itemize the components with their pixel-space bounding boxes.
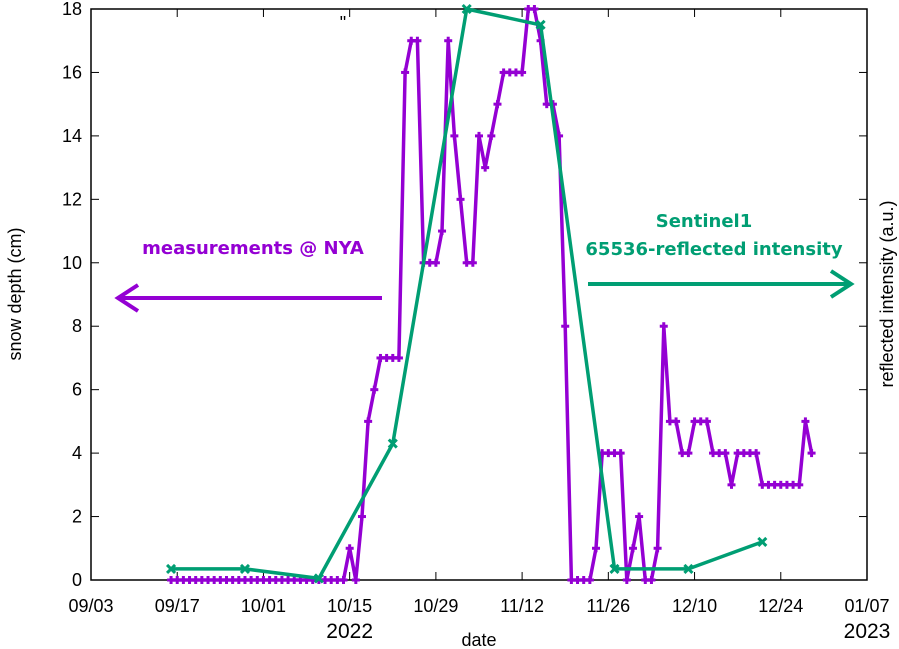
data-point [444, 36, 453, 45]
data-point [431, 258, 440, 267]
x-tick-label: 01/07 [844, 596, 889, 616]
data-point [795, 480, 804, 489]
left-arrow [114, 283, 382, 313]
year-label: 2023 [844, 620, 891, 643]
x-tick-label: 11/12 [500, 596, 544, 616]
data-point [487, 131, 496, 140]
data-point [585, 576, 594, 584]
data-point [413, 36, 422, 45]
data-point [592, 544, 601, 553]
data-point [351, 576, 360, 584]
sentinel-annotation-line2: 65536-reflected intensity [585, 239, 842, 260]
data-point [438, 227, 447, 236]
data-point [653, 544, 662, 553]
right-arrow [588, 269, 855, 299]
y-tick-label: 4 [72, 443, 82, 463]
data-point [456, 195, 465, 204]
data-point [468, 258, 477, 267]
data-point [647, 576, 656, 584]
data-point [530, 5, 539, 13]
x-axis: 09/03 09/17 10/01 10/15 10/29 11/12 11/26 12/10… [68, 9, 890, 643]
data-point [659, 322, 668, 331]
data-point [475, 131, 483, 140]
data-point [370, 385, 379, 394]
data-point [357, 512, 366, 521]
x-tick-label: 11/26 [586, 596, 630, 616]
data-point [493, 100, 502, 109]
data-point [801, 417, 810, 426]
y-tick-label: 14 [62, 126, 82, 146]
data-point [702, 417, 711, 426]
data-point [239, 563, 251, 574]
year-label: 2022 [326, 620, 373, 643]
series-line-0 [171, 7, 814, 582]
data-point [684, 449, 693, 458]
data-point [616, 449, 625, 458]
x-tick-label: 10/29 [413, 596, 458, 616]
x-tick-label: 12/10 [672, 596, 717, 616]
data-point [561, 322, 570, 331]
data-point [628, 544, 637, 553]
data-point [727, 480, 736, 489]
data-point [313, 573, 324, 584]
x-tick-label: 10/01 [241, 596, 286, 616]
data-point [461, 3, 472, 15]
data-point [683, 563, 694, 574]
data-point [807, 449, 816, 458]
data-point [609, 563, 620, 574]
data-point [166, 563, 177, 574]
data-point [635, 512, 644, 521]
y-axis-title: snow depth (cm) [5, 227, 25, 360]
data-point [481, 163, 490, 172]
data-point [339, 576, 348, 584]
data-point [394, 353, 403, 362]
data-point [622, 576, 631, 584]
x-tick-label: 12/24 [758, 596, 803, 616]
data-point [387, 438, 398, 449]
y-tick-label: 18 [62, 0, 82, 19]
y-tick-label: 6 [72, 380, 82, 400]
x-axis-title: date [461, 630, 496, 649]
data-point [401, 68, 410, 77]
y-tick-label: 16 [62, 62, 82, 82]
y2-axis-title: reflected intensity (a.u.) [877, 200, 897, 387]
measurements-annotation: measurements @ NYA [142, 238, 364, 259]
chart-title: " [340, 13, 346, 33]
data-point [450, 131, 459, 140]
data-point [345, 544, 354, 553]
y-tick-label: 12 [62, 189, 82, 209]
plot-frame [90, 8, 868, 581]
sentinel-annotation-line1: Sentinel1 [656, 211, 752, 232]
data-point [364, 417, 373, 426]
data-point [535, 19, 546, 30]
series-line-1 [171, 7, 763, 581]
y-tick-label: 10 [62, 253, 82, 273]
x-tick-label: 09/17 [155, 596, 200, 616]
y-axis: 0 2 4 6 8 10 12 14 16 18 [62, 0, 867, 590]
data-point [757, 536, 768, 547]
data-point [752, 449, 761, 458]
y-tick-label: 8 [72, 316, 82, 336]
data-point [721, 449, 730, 458]
x-tick-label: 09/03 [68, 596, 113, 616]
y-tick-label: 0 [72, 570, 82, 590]
y-tick-label: 2 [72, 507, 82, 527]
series-layer [166, 3, 816, 584]
data-point [518, 68, 527, 77]
x-tick-label: 10/15 [327, 596, 372, 616]
data-point [672, 417, 681, 426]
